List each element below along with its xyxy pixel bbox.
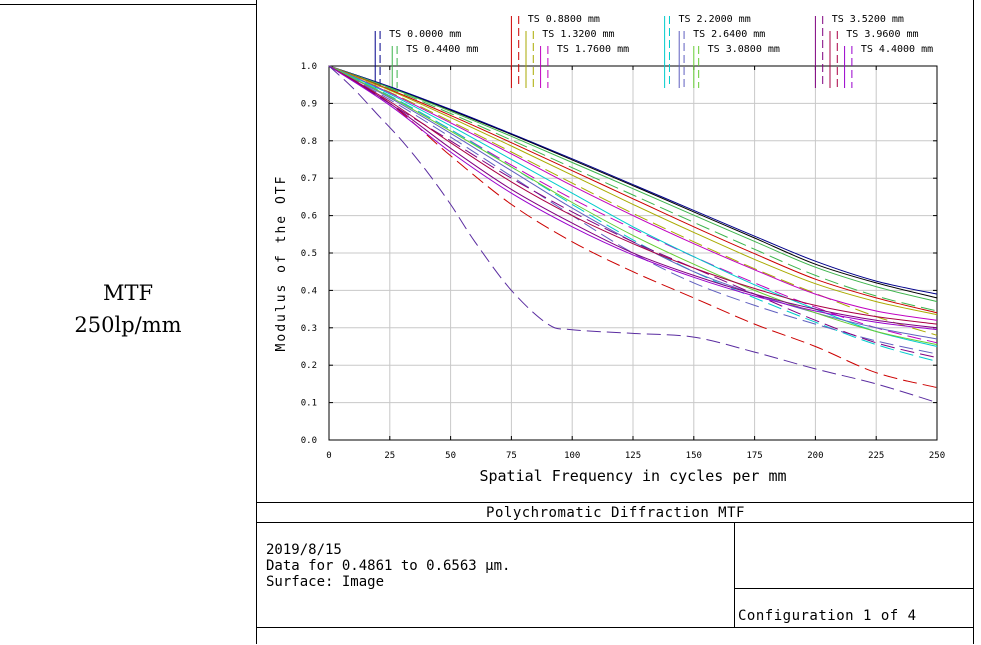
y-tick-label: 0.8 (301, 137, 317, 147)
mtf-curve (328, 65, 938, 295)
x-tick-label: 50 (445, 451, 456, 461)
mtf-curve (328, 65, 938, 404)
y-tick-labels: 0.0 0.1 0.2 0.3 0.4 0.5 0.6 0.7 0.8 0.9 1.0 (301, 62, 317, 446)
left-panel (0, 4, 256, 645)
x-tick-label: 100 (564, 451, 580, 461)
x-tick-label: 200 (807, 451, 823, 461)
chart-legend: TS 0.0000 mm TS 0.4400 mm TS 0.8800 mm TS 1… (374, 14, 933, 88)
mtf-curve (328, 65, 938, 312)
x-tick-label: 150 (686, 451, 702, 461)
x-axis-label: Spatial Frequency in cycles per mm (479, 467, 786, 485)
y-tick-label: 1.0 (301, 62, 317, 72)
mtf-curve (328, 65, 938, 331)
y-tick-label: 0.5 (301, 249, 317, 259)
x-tick-labels: 0 25 50 75 100 125 150 175 200 225 250 (326, 451, 945, 461)
chart-caption: Polychromatic Diffraction MTF (486, 505, 745, 521)
x-tick-label: 75 (506, 451, 517, 461)
y-tick-label: 0.0 (301, 436, 317, 446)
legend-label: TS 0.0000 mm (389, 29, 461, 40)
info-data-range: Data for 0.4861 to 0.6563 μm. (266, 558, 511, 574)
frame-divider-left (256, 0, 257, 644)
info-surface: Surface: Image (266, 574, 385, 590)
mtf-curve (328, 65, 938, 299)
legend-label: TS 4.4000 mm (861, 44, 933, 55)
left-label-subtitle: 250lp/mm (74, 313, 182, 337)
legend-label: TS 0.8800 mm (528, 14, 600, 25)
frame-rule-plot-bottom (256, 502, 974, 503)
legend-label: TS 1.7600 mm (557, 44, 629, 55)
mtf-curve (328, 65, 938, 303)
info-date: 2019/8/15 (266, 542, 342, 558)
x-tick-label: 225 (868, 451, 884, 461)
mtf-curve (328, 65, 938, 344)
x-tick-label: 175 (746, 451, 762, 461)
y-tick-label: 0.6 (301, 212, 317, 222)
left-label-title: MTF (102, 281, 154, 305)
mtf-curve (328, 65, 938, 359)
legend-label: TS 3.0800 mm (708, 44, 780, 55)
x-tick-label: 0 (326, 451, 331, 461)
mtf-curve (328, 65, 938, 316)
y-tick-label: 0.3 (301, 324, 317, 334)
frame-rule-caption-bottom (256, 522, 974, 523)
mtf-chart: 0 25 50 75 100 125 150 175 200 225 250 0.00.10.20.… (274, 14, 945, 485)
frame-divider-config (734, 522, 735, 628)
y-tick-label: 0.7 (301, 174, 317, 184)
legend-label: TS 3.5200 mm (832, 14, 904, 25)
x-tick-label: 250 (929, 451, 945, 461)
legend-label: TS 0.4400 mm (406, 44, 478, 55)
plot-frame (328, 65, 938, 441)
x-tick-label: 25 (384, 451, 395, 461)
mtf-curve (328, 65, 938, 362)
x-tick-label: 125 (625, 451, 641, 461)
frame-rule-config-top (734, 588, 974, 589)
mtf-curve (328, 65, 938, 329)
frame-divider-right (973, 0, 974, 644)
legend-label: TS 2.2000 mm (678, 14, 750, 25)
y-tick-label: 0.9 (301, 99, 317, 109)
chart-series (328, 65, 938, 404)
mtf-curve (328, 65, 938, 321)
y-axis-label: Modulus of the OTF (274, 175, 289, 352)
legend-label: TS 1.3200 mm (542, 29, 614, 40)
frame-rule-bottom (256, 627, 974, 628)
mtf-curve (328, 65, 938, 325)
y-tick-label: 0.4 (301, 286, 317, 296)
legend-label: TS 3.9600 mm (846, 29, 918, 40)
configuration-label: Configuration 1 of 4 (738, 608, 917, 624)
y-tick-label: 0.1 (301, 399, 317, 409)
legend-label: TS 2.6400 mm (693, 29, 765, 40)
y-tick-label: 0.2 (301, 361, 317, 371)
mtf-curve (328, 65, 938, 389)
mtf-curve (328, 65, 938, 346)
mtf-curve (328, 65, 938, 314)
